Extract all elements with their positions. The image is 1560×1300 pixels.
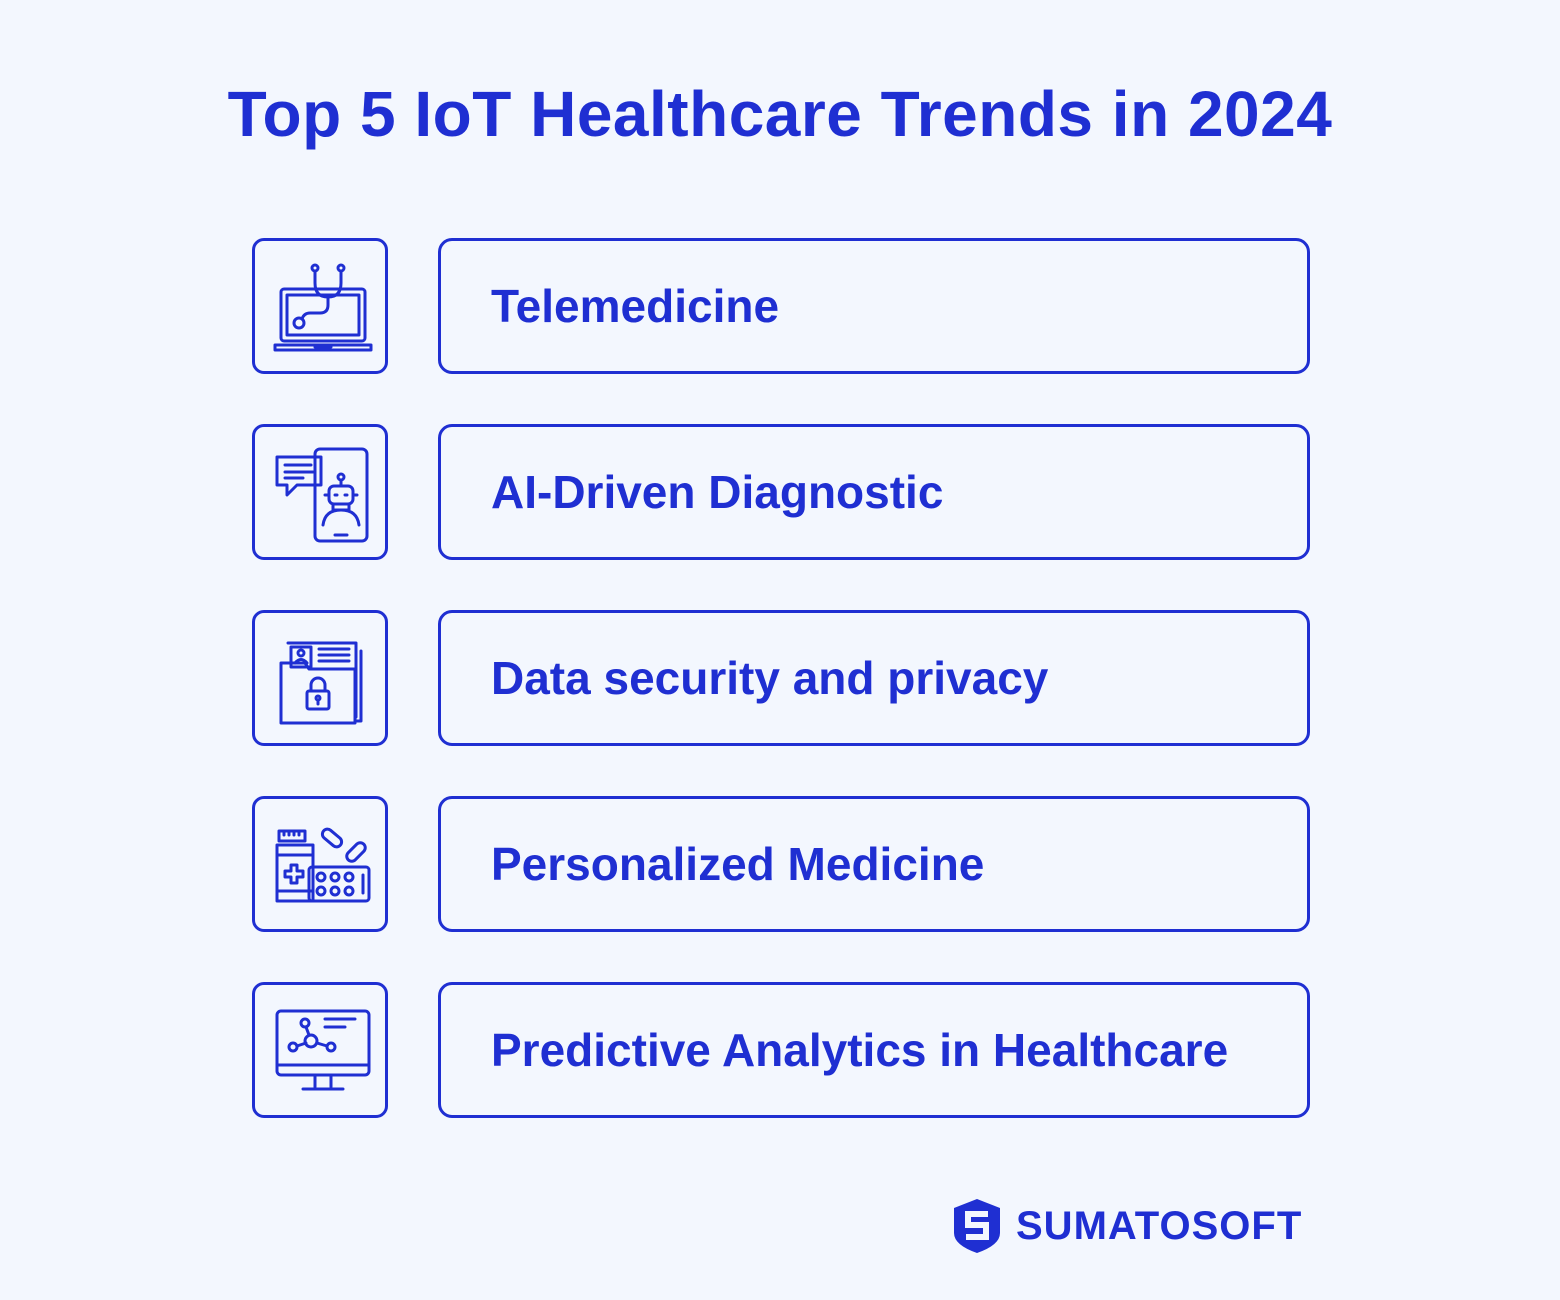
icon-box <box>252 238 388 374</box>
brand-logo: SUMATOSOFT <box>950 1196 1302 1256</box>
trend-item-telemedicine: Telemedicine <box>252 238 1310 374</box>
trend-label: AI-Driven Diagnostic <box>491 466 944 518</box>
icon-box <box>252 424 388 560</box>
icon-box <box>252 796 388 932</box>
trend-item-personalized-medicine: Personalized Medicine <box>252 796 1310 932</box>
trend-label-box: Telemedicine <box>438 238 1310 374</box>
trend-item-predictive-analytics: Predictive Analytics in Healthcare <box>252 982 1310 1118</box>
trend-label: Personalized Medicine <box>491 838 985 890</box>
trend-label-box: Data security and privacy <box>438 610 1310 746</box>
icon-box <box>252 610 388 746</box>
trend-label: Telemedicine <box>491 280 780 332</box>
trend-label-box: AI-Driven Diagnostic <box>438 424 1310 560</box>
page-title: Top 5 IoT Healthcare Trends in 2024 <box>227 78 1333 150</box>
trend-label: Predictive Analytics in Healthcare <box>491 1024 1229 1076</box>
sumatosoft-logo-icon <box>954 1199 1000 1253</box>
trend-label-box: Predictive Analytics in Healthcare <box>438 982 1310 1118</box>
brand-name: SUMATOSOFT <box>1016 1203 1303 1248</box>
monitor-network-icon <box>275 1009 371 1091</box>
icon-box <box>252 982 388 1118</box>
trend-list: Telemedicine AI-Driven Diagnostic <box>252 238 1310 1168</box>
secure-folder-icon <box>279 641 363 725</box>
trend-label-box: Personalized Medicine <box>438 796 1310 932</box>
laptop-stethoscope-icon <box>273 263 373 352</box>
medicine-pills-icon <box>275 827 371 903</box>
trend-label: Data security and privacy <box>491 652 1049 704</box>
trend-item-data-security: Data security and privacy <box>252 610 1310 746</box>
trend-item-ai-diagnostic: AI-Driven Diagnostic <box>252 424 1310 560</box>
phone-robot-chat-icon <box>275 447 369 543</box>
